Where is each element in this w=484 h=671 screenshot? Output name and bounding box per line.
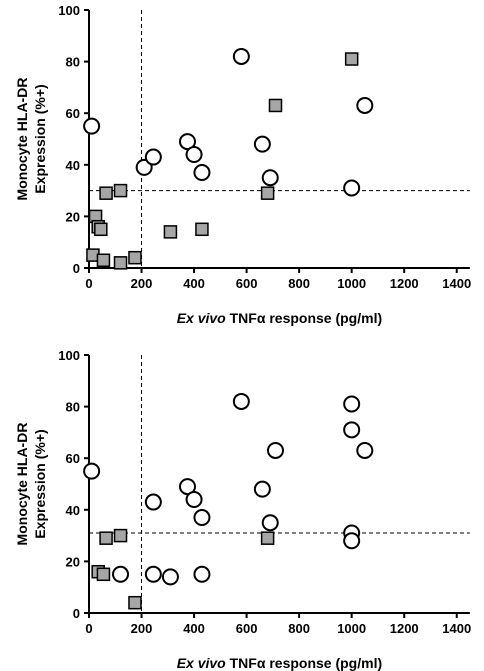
data-point-circle	[179, 133, 196, 151]
x-tick-label: 1400	[442, 621, 471, 636]
data-point-circle	[135, 158, 153, 176]
data-point-square	[94, 222, 108, 237]
data-point-circle	[261, 169, 279, 187]
data-point-square	[113, 256, 128, 270]
data-point-square	[344, 52, 359, 66]
data-point-square	[163, 225, 178, 239]
data-point-circle	[161, 568, 179, 586]
data-point-circle	[179, 478, 196, 496]
data-point-circle	[144, 565, 162, 583]
x-tick-label: 400	[183, 276, 205, 291]
x-axis-title: Ex vivo TNFα response (pg/ml)	[177, 655, 382, 671]
x-tick-label: 1200	[390, 276, 419, 291]
data-point-square	[113, 528, 128, 543]
data-point-circle	[253, 135, 271, 153]
data-point-circle	[193, 509, 211, 527]
data-point-square	[96, 253, 111, 268]
data-point-circle	[343, 532, 361, 550]
data-point-circle	[232, 392, 250, 410]
y-axis-title: Monocyte HLA-DR Expression (%+)	[14, 78, 48, 201]
data-point-circle	[356, 441, 374, 459]
x-tick-label: 0	[85, 621, 92, 636]
y-tick-label: 80	[66, 400, 80, 415]
y-tick-label: 60	[66, 106, 80, 121]
data-point-circle	[144, 493, 162, 511]
data-point-circle	[112, 565, 130, 583]
y-tick-label: 80	[66, 55, 80, 70]
x-tick-label: 1000	[337, 276, 366, 291]
x-tick-label: 800	[288, 276, 310, 291]
data-point-circle	[193, 164, 211, 182]
data-point-square	[99, 186, 113, 200]
data-point-square	[96, 567, 111, 582]
x-tick-label: 1200	[390, 621, 419, 636]
data-point-circle	[193, 565, 211, 583]
data-point-square	[268, 98, 283, 113]
data-point-circle	[343, 179, 361, 197]
y-tick-label: 0	[73, 606, 80, 621]
y-tick-label: 20	[66, 554, 80, 569]
data-point-square	[260, 531, 275, 545]
data-point-circle	[253, 480, 271, 498]
data-point-circle	[185, 145, 203, 163]
data-point-circle	[343, 395, 361, 413]
x-tick-label: 0	[85, 276, 92, 291]
data-point-circle	[261, 514, 279, 532]
y-tick-label: 0	[73, 261, 80, 276]
data-point-circle	[232, 47, 250, 65]
data-point-circle	[83, 117, 101, 135]
data-point-square	[128, 250, 142, 265]
x-tick-label: 200	[131, 621, 153, 636]
data-point-square	[113, 183, 128, 198]
y-tick-label: 100	[58, 3, 80, 18]
x-tick-label: 400	[183, 621, 205, 636]
x-tick-label: 800	[288, 621, 310, 636]
data-point-circle	[356, 96, 374, 114]
data-point-square	[128, 595, 142, 610]
data-point-circle	[266, 441, 284, 459]
x-axis-title: Ex vivo TNFα response (pg/ml)	[177, 310, 382, 326]
y-tick-label: 40	[66, 503, 80, 518]
y-axis-title: Monocyte HLA-DR Expression (%+)	[14, 423, 48, 546]
x-tick-label: 1400	[442, 276, 471, 291]
data-point-square	[99, 531, 113, 545]
x-tick-label: 200	[131, 276, 153, 291]
y-tick-label: 40	[66, 158, 80, 173]
data-point-circle	[185, 490, 203, 508]
data-point-square	[260, 186, 275, 200]
y-tick-label: 20	[66, 209, 80, 224]
x-tick-label: 600	[236, 276, 258, 291]
data-point-circle	[83, 462, 101, 480]
data-point-circle	[343, 421, 361, 439]
y-tick-label: 60	[66, 451, 80, 466]
x-tick-label: 600	[236, 621, 258, 636]
data-point-square	[195, 222, 209, 237]
y-tick-label: 100	[58, 348, 80, 363]
data-point-circle	[144, 148, 162, 166]
x-tick-label: 1000	[337, 621, 366, 636]
